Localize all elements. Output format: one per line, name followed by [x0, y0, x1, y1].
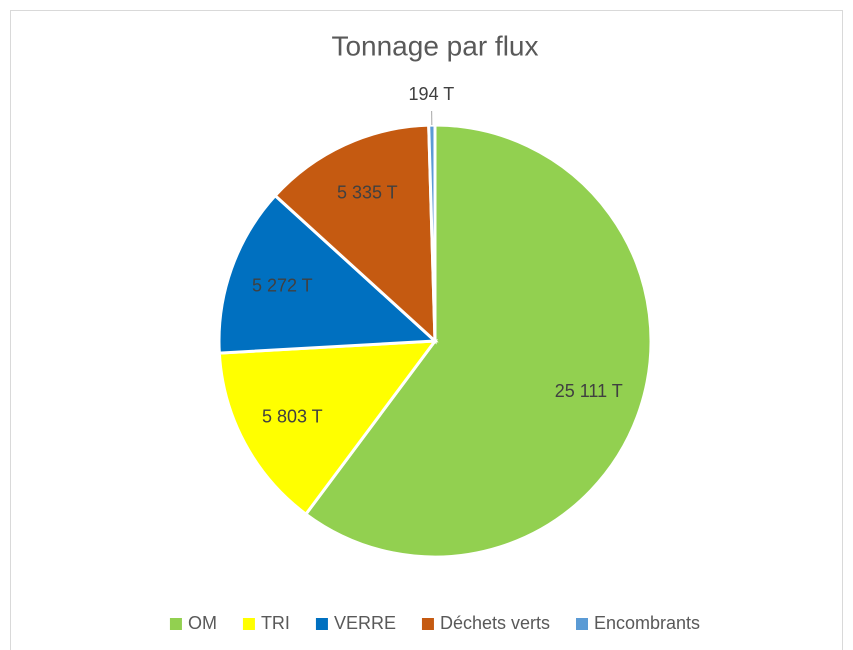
legend-swatch: [576, 618, 588, 630]
legend-label: Encombrants: [594, 613, 700, 633]
legend-swatch: [315, 618, 328, 630]
chart-title: Tonnage par flux: [331, 30, 538, 61]
legend-swatch: [421, 618, 434, 630]
legend-swatch: [242, 618, 255, 630]
data-label: 25 111 T: [555, 381, 623, 401]
pie-slice: [217, 339, 439, 517]
legend-label: VERRE: [334, 613, 396, 633]
data-label: 5 335 T: [337, 183, 398, 203]
pie-slice: [273, 123, 437, 345]
pie-slice: [217, 193, 439, 355]
data-label: 194 T: [409, 84, 455, 104]
data-label: 5 803 T: [262, 406, 323, 426]
legend-label: TRI: [261, 613, 290, 633]
legend-label: OM: [188, 613, 217, 633]
legend-swatch: [169, 618, 182, 630]
pie-slice: [303, 123, 653, 559]
legend-label: Déchets verts: [440, 613, 550, 633]
data-label: 5 272 T: [252, 276, 313, 296]
